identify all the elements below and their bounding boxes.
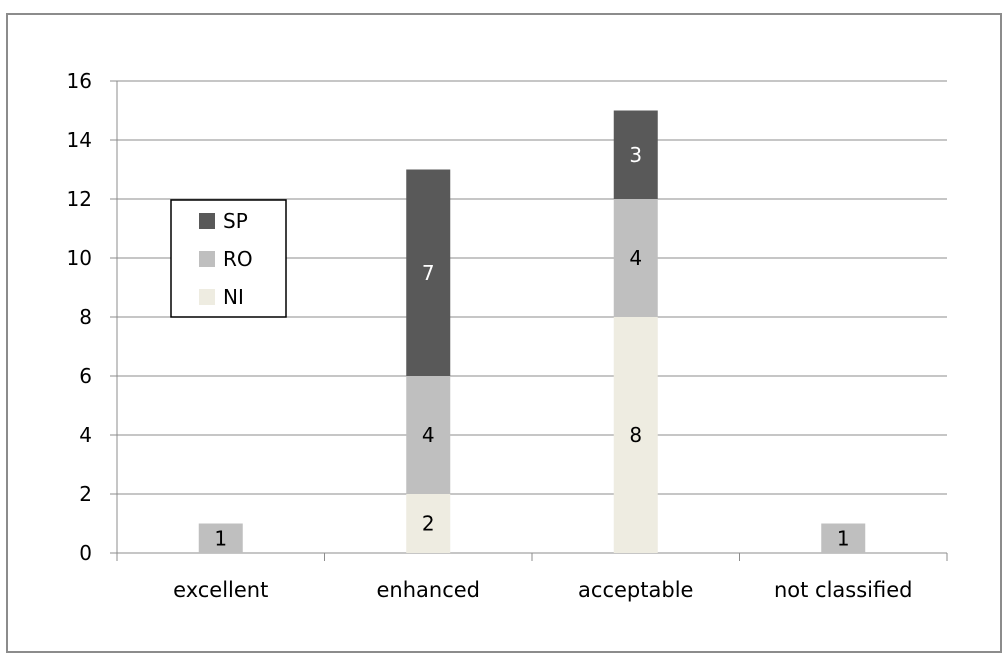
legend-swatch-ro [199, 251, 215, 267]
legend-swatch-sp [199, 213, 215, 229]
data-label: 8 [629, 423, 642, 447]
y-tick-label: 14 [67, 128, 92, 152]
bar-ro [406, 376, 451, 494]
legend-label-sp: SP [223, 209, 248, 233]
legend-label-ni: NI [223, 285, 244, 309]
y-tick-label: 16 [67, 69, 92, 93]
y-tick-label: 4 [79, 423, 92, 447]
bar-ni [406, 494, 451, 553]
x-category-label: enhanced [376, 578, 480, 602]
y-tick-label: 2 [79, 482, 92, 506]
bar-ro [613, 199, 658, 317]
bar-ro [821, 523, 866, 553]
x-category-label: excellent [173, 578, 268, 602]
x-category-label: acceptable [578, 578, 693, 602]
y-tick-label: 0 [79, 541, 92, 565]
bar-sp [406, 169, 451, 376]
data-label: 1 [214, 526, 227, 550]
data-label: 4 [629, 246, 642, 270]
y-tick-label: 10 [67, 246, 92, 270]
y-tick-label: 8 [79, 305, 92, 329]
data-label: 1 [837, 526, 850, 550]
legend-label-ro: RO [223, 247, 253, 271]
y-tick-label: 6 [79, 364, 92, 388]
data-label: 7 [422, 261, 435, 285]
bar-sp [613, 110, 658, 199]
data-label: 2 [422, 512, 435, 536]
legend-swatch-ni [199, 289, 215, 305]
x-category-label: not classified [774, 578, 913, 602]
legend-box [170, 199, 287, 318]
bar-ro [198, 523, 243, 553]
bar-ni [613, 317, 658, 553]
data-label: 4 [422, 423, 435, 447]
data-label: 3 [629, 143, 642, 167]
y-tick-label: 12 [67, 187, 92, 211]
